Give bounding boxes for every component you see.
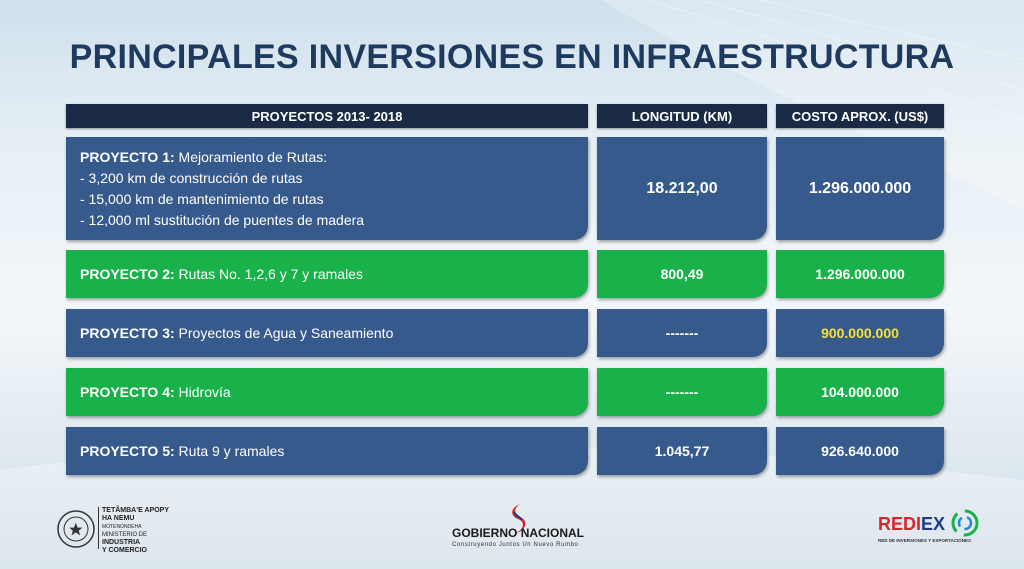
page-title: PRINCIPALES INVERSIONES EN INFRAESTRUCTU… xyxy=(69,38,955,76)
project-1-description: PROYECTO 1: Mejoramiento de Rutas: - 3,2… xyxy=(66,137,588,240)
project-1-cost: 1.296.000.000 xyxy=(776,137,944,240)
project-1-title-line: PROYECTO 1: Mejoramiento de Rutas: xyxy=(80,147,588,168)
project-4-cost: 104.000.000 xyxy=(776,368,944,416)
project-2-description: PROYECTO 2: Rutas No. 1,2,6 y 7 y ramale… xyxy=(66,250,588,298)
rediex-brand-red: REDI xyxy=(878,514,922,534)
swoosh-icon xyxy=(512,504,526,534)
project-5-label: PROYECTO 5: xyxy=(80,442,175,459)
project-1-length: 18.212,00 xyxy=(597,137,767,240)
project-3-length: ------- xyxy=(597,309,767,357)
swirl-icon xyxy=(951,509,979,537)
project-4-name: Hidrovía xyxy=(178,383,231,400)
gobierno-tagline: Construyendo Juntos Un Nuevo Rumbo xyxy=(452,542,579,548)
project-1-detail: - 12,000 ml sustitución de puentes de ma… xyxy=(80,211,365,228)
project-4-description: PROYECTO 4: Hidrovía xyxy=(66,368,588,416)
project-2-cost: 1.296.000.000 xyxy=(776,250,944,298)
header-projects: PROYECTOS 2013- 2018 xyxy=(66,104,588,128)
gobierno-word: GOBIERNO xyxy=(452,526,518,540)
project-4-label: PROYECTO 4: xyxy=(80,383,175,400)
project-3-description: PROYECTO 3: Proyectos de Agua y Saneamie… xyxy=(66,309,588,357)
rediex-logo: REDIEX RED DE INVERSIONES Y EXPORTACIONE… xyxy=(878,508,988,550)
nacional-word: NACIONAL xyxy=(520,526,585,540)
rediex-brand-blue: EX xyxy=(921,514,946,534)
project-2-name: Rutas No. 1,2,6 y 7 y ramales xyxy=(178,265,363,282)
header-cost: COSTO APROX. (US$) xyxy=(776,104,944,128)
ministry-line1: TETÃMBAʼE APOPY xyxy=(102,507,170,514)
project-5-length: 1.045,77 xyxy=(597,427,767,475)
ministry-line2: HA NEMU xyxy=(102,515,135,522)
project-1-name: Mejoramiento de Rutas: xyxy=(178,148,328,165)
header-length: LONGITUD (KM) xyxy=(597,104,767,128)
project-5-name: Ruta 9 y ramales xyxy=(178,442,285,459)
project-1-label: PROYECTO 1: xyxy=(80,148,175,165)
gobierno-nacional-logo: GOBIERNO NACIONAL Construyendo Juntos Un… xyxy=(448,502,592,552)
ministry-line6: Y COMERCIO xyxy=(102,547,147,554)
project-2-label: PROYECTO 2: xyxy=(80,265,175,282)
project-2-length: 800,49 xyxy=(597,250,767,298)
project-4-length: ------- xyxy=(597,368,767,416)
project-1-detail: - 15,000 km de mantenimiento de rutas xyxy=(80,190,324,207)
ministry-logo: TETÃMBAʼE APOPY HA NEMU MOTENONDEHA MINI… xyxy=(56,507,196,554)
ministry-line3: MOTENONDEHA xyxy=(102,524,142,530)
ministry-line4: MINISTERIO DE xyxy=(102,532,148,538)
project-3-name: Proyectos de Agua y Saneamiento xyxy=(178,324,394,341)
ministry-line5: INDUSTRIA xyxy=(102,539,141,546)
project-3-label: PROYECTO 3: xyxy=(80,324,175,341)
logo-divider xyxy=(98,507,99,549)
project-5-description: PROYECTO 5: Ruta 9 y ramales xyxy=(66,427,588,475)
seal-icon xyxy=(57,510,95,548)
project-1-detail: - 3,200 km de construcción de rutas xyxy=(80,169,303,186)
project-5-cost: 926.640.000 xyxy=(776,427,944,475)
project-3-cost: 900.000.000 xyxy=(776,309,944,357)
rediex-tagline: RED DE INVERSIONES Y EXPORTACIONES xyxy=(878,538,972,543)
